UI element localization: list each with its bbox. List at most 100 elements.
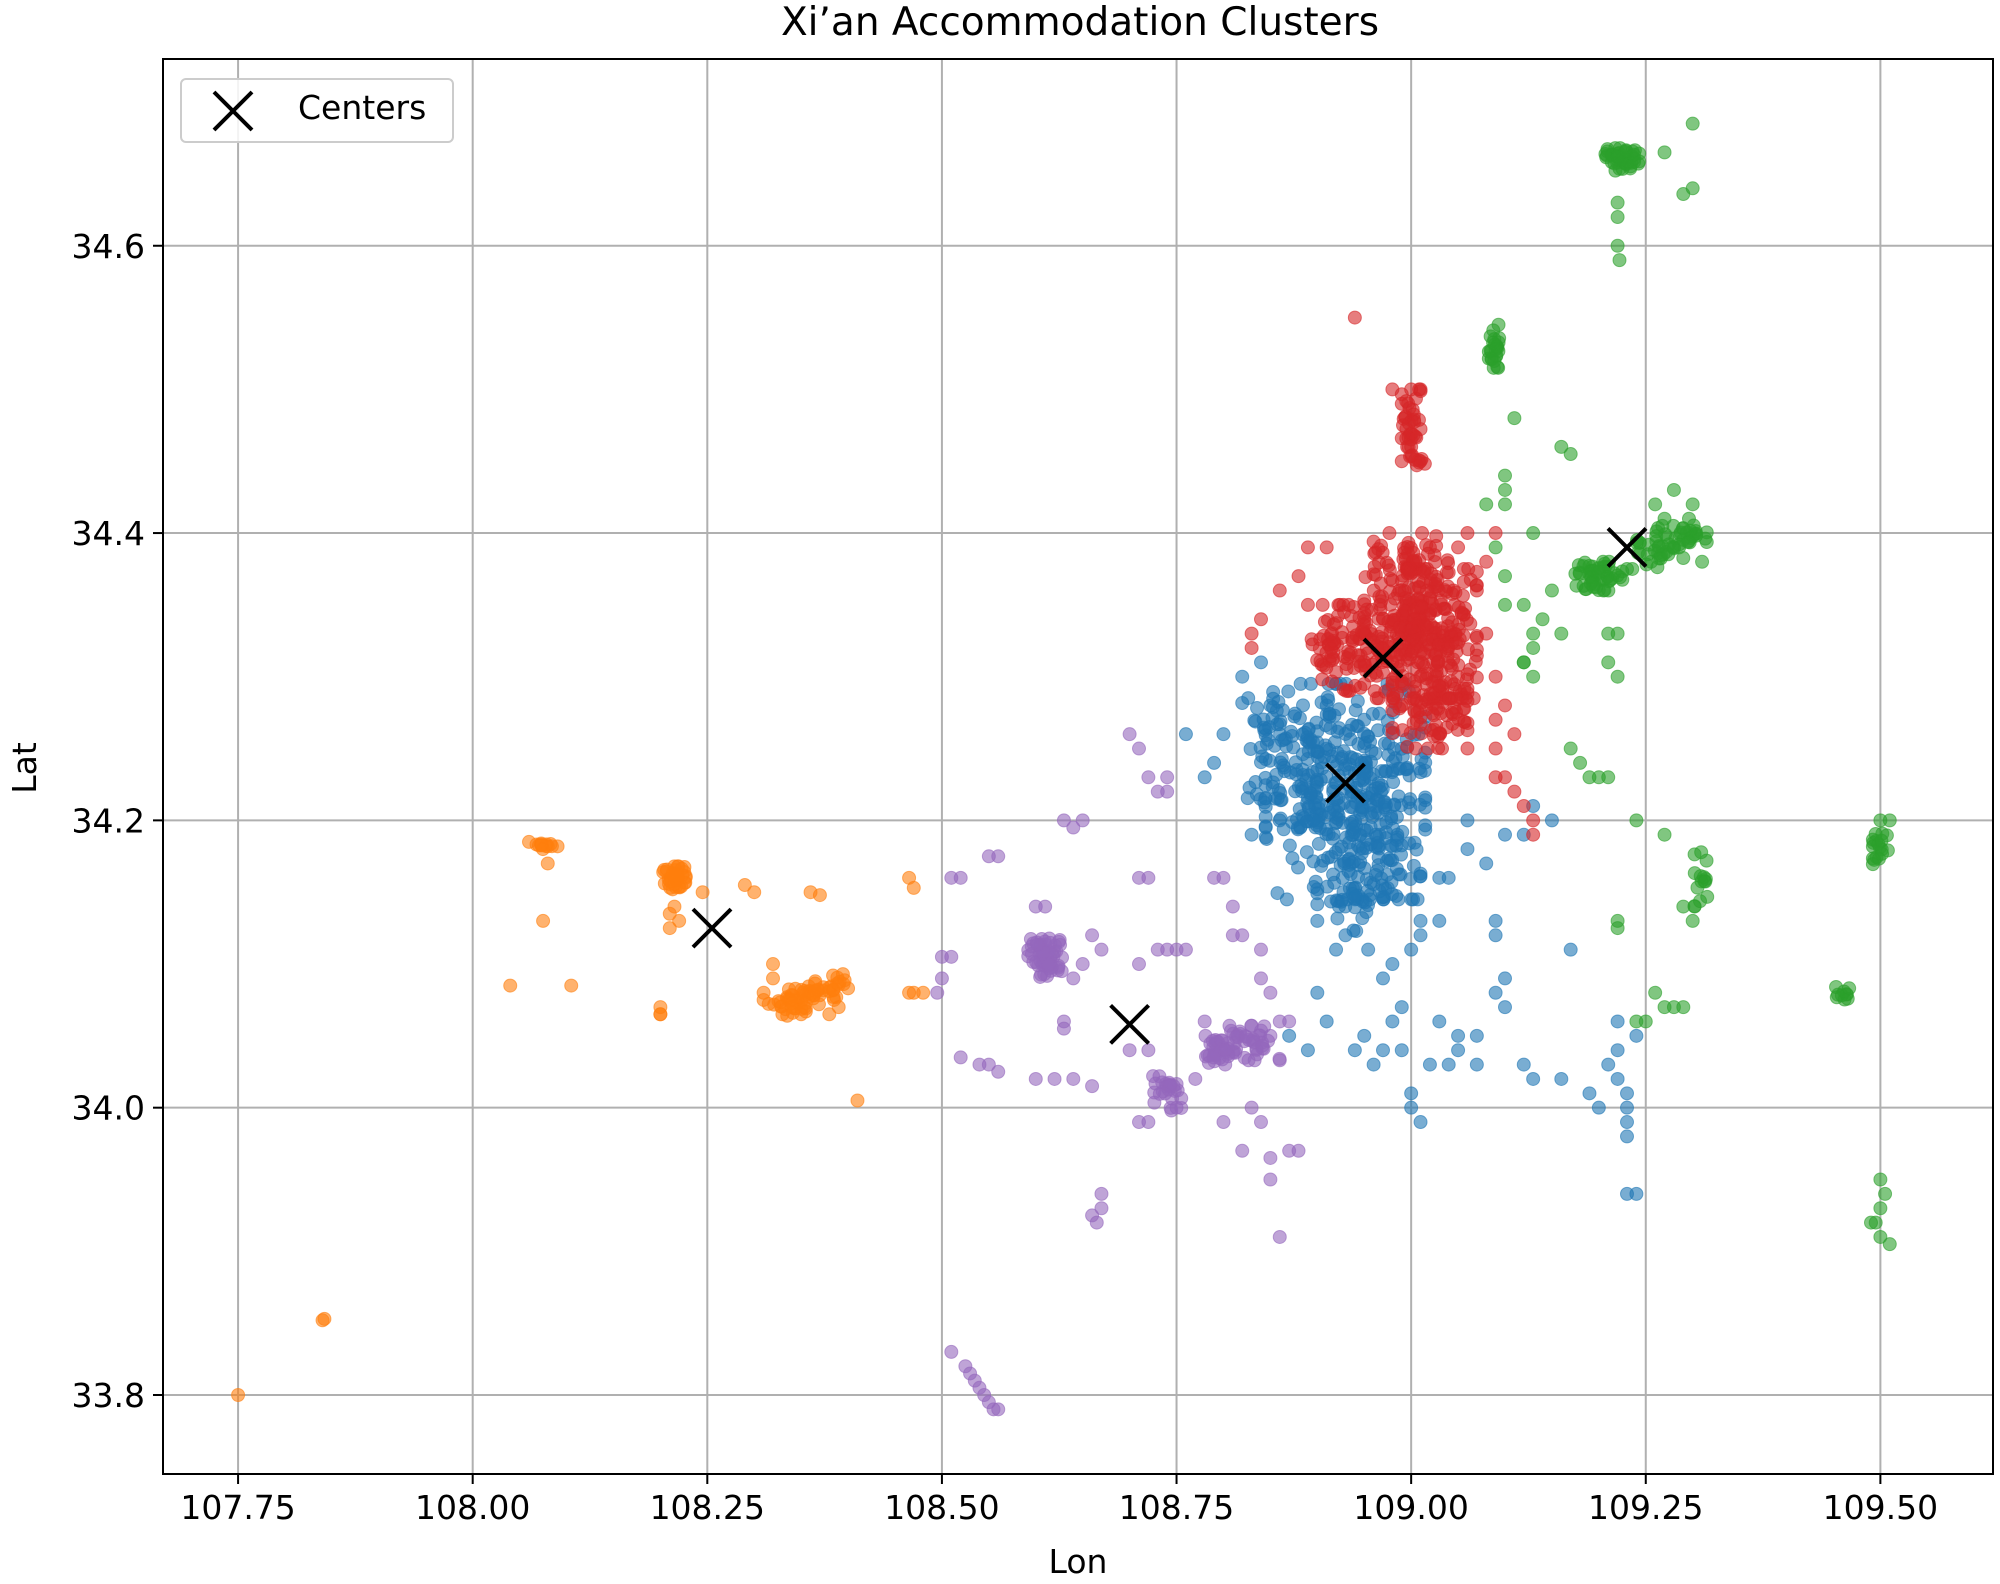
scatter-point	[906, 880, 921, 895]
center-stroke	[1109, 1003, 1151, 1045]
scatter-point	[1241, 691, 1256, 706]
scatter-point	[1629, 1014, 1644, 1029]
scatter-point	[1235, 928, 1250, 943]
scatter-point	[1244, 827, 1259, 842]
scatter-point	[522, 834, 536, 849]
scatter-point	[1315, 597, 1330, 612]
legend-marker-centers	[212, 90, 254, 132]
scatter-point	[1451, 1043, 1466, 1058]
scatter-point	[1338, 683, 1353, 698]
scatter-point	[1676, 1000, 1691, 1015]
scatter-point	[1376, 1043, 1390, 1058]
scatter-point	[1361, 942, 1376, 957]
scatter-point	[1169, 1100, 1184, 1115]
scatter-point	[1698, 874, 1713, 889]
y-tick-label: 34.2	[72, 801, 145, 840]
scatter-point	[1648, 985, 1663, 1000]
scatter-point	[1404, 1086, 1419, 1101]
scatter-point	[1404, 439, 1419, 454]
legend: Centers	[180, 78, 454, 143]
scatter-point	[1842, 981, 1857, 996]
scatter-point	[1610, 1071, 1625, 1086]
scatter-point	[1868, 826, 1883, 841]
scatter-point	[784, 1000, 799, 1015]
scatter-point	[1272, 583, 1287, 598]
scatter-point	[1132, 741, 1146, 756]
scatter-point	[1324, 641, 1339, 656]
scatter-point	[1469, 1028, 1484, 1043]
scatter-point	[1250, 701, 1265, 716]
scatter-point	[1272, 1229, 1287, 1244]
scatter-point	[1620, 561, 1634, 576]
scatter-point	[1666, 482, 1681, 497]
scatter-point	[1254, 1115, 1268, 1130]
scatter-point	[1132, 957, 1146, 972]
scatter-point	[1487, 354, 1502, 369]
scatter-point	[1310, 897, 1325, 912]
scatter-point	[747, 885, 762, 900]
scatter-point	[1256, 712, 1271, 727]
scatter-point	[1371, 629, 1386, 644]
scatter-point	[1178, 942, 1193, 957]
scatter-point	[1222, 1018, 1237, 1033]
plot-frame	[162, 58, 1994, 1475]
scatter-point	[1288, 706, 1303, 721]
scatter-point	[930, 985, 945, 1000]
scatter-point	[1488, 741, 1503, 756]
scatter-point	[1030, 937, 1045, 952]
scatter-point	[1075, 813, 1090, 828]
scatter-point	[1085, 928, 1100, 943]
scatter-point	[1385, 957, 1400, 972]
scatter-point	[1351, 736, 1366, 751]
scatter-point	[1612, 253, 1627, 268]
scatter-point	[1340, 651, 1355, 666]
scatter-point	[1882, 1237, 1897, 1252]
scatter-point	[1864, 1215, 1878, 1230]
scatter-point	[1310, 913, 1325, 928]
scatter-point	[1294, 784, 1309, 799]
scatter-point	[1601, 770, 1616, 785]
scatter-point	[1610, 195, 1625, 210]
scatter-point	[1254, 971, 1268, 986]
scatter-point	[1371, 850, 1386, 865]
scatter-point	[1591, 1100, 1606, 1115]
scatter-point	[1382, 526, 1397, 541]
scatter-point	[1253, 740, 1268, 755]
scatter-point	[1371, 780, 1386, 795]
scatter-point	[1160, 784, 1175, 799]
scatter-point	[1372, 838, 1387, 853]
scatter-point	[1685, 913, 1700, 928]
scatter-point	[1291, 569, 1306, 584]
scatter-point	[1372, 706, 1387, 721]
scatter-point	[1573, 755, 1588, 770]
scatter-point	[1657, 511, 1672, 526]
y-axis-label: Lat	[5, 742, 44, 794]
scatter-point	[1188, 1071, 1203, 1086]
scatter-point	[981, 849, 996, 864]
cluster-centers	[691, 527, 1648, 1045]
scatter-point	[1366, 534, 1381, 549]
scatter-point	[1346, 891, 1361, 906]
scatter-point	[1610, 669, 1625, 684]
center-marker	[1606, 527, 1648, 568]
scatter-point	[1413, 928, 1428, 943]
scatter-point	[1431, 637, 1446, 652]
scatter-point	[1410, 892, 1425, 907]
scatter-point	[1873, 1201, 1888, 1216]
scatter-point	[1141, 1043, 1156, 1058]
scatter-point	[1516, 655, 1531, 670]
scatter-point	[1244, 626, 1259, 641]
scatter-point	[1273, 755, 1288, 770]
scatter-point	[766, 971, 780, 986]
scatter-point	[1875, 846, 1890, 861]
scatter-point	[1414, 600, 1429, 615]
scatter-point	[1289, 763, 1304, 778]
scatter-point	[1028, 1071, 1043, 1086]
legend-x-marker	[212, 90, 254, 132]
scatter-point	[1441, 870, 1456, 885]
scatter-point	[1300, 597, 1315, 612]
scatter-point	[1293, 676, 1308, 691]
center-stroke	[1362, 637, 1404, 679]
scatter-point	[1026, 955, 1041, 970]
